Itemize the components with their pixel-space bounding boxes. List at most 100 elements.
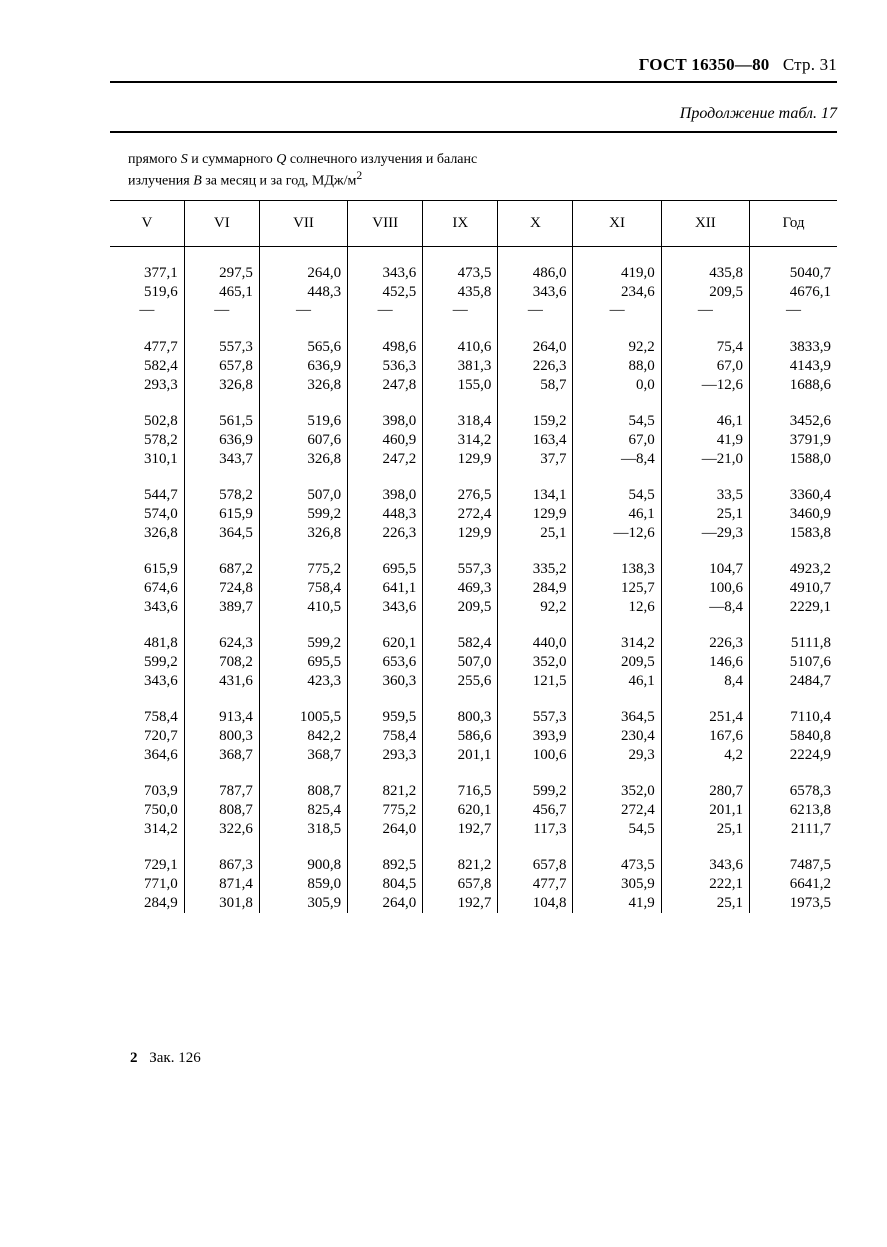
table-cell: 314,2 [423,431,498,450]
column-header: VIII [348,200,423,246]
table-cell: 867,3 [184,839,259,875]
table-cell: 2484,7 [750,672,837,691]
table-cell: 653,6 [348,653,423,672]
table-cell: 481,8 [110,617,184,653]
table-cell: 352,0 [573,765,661,801]
table-cell: 226,3 [498,357,573,376]
table-cell: 201,1 [661,801,749,820]
table-cell: 465,1 [184,283,259,302]
table-cell: 272,4 [423,505,498,524]
table-cell: 6213,8 [750,801,837,820]
table-cell: 54,5 [573,469,661,505]
table-cell: 159,2 [498,395,573,431]
table-cell: 3360,4 [750,469,837,505]
footer-number: 2 [130,1050,138,1066]
table-cell: 201,1 [423,746,498,765]
table-cell: 582,4 [423,617,498,653]
table-cell: 138,3 [573,543,661,579]
table-cell: 804,5 [348,875,423,894]
table-cell: 519,6 [259,395,347,431]
table-cell: 620,1 [348,617,423,653]
table-cell: 536,3 [348,357,423,376]
table-cell: 674,6 [110,579,184,598]
table-cell: 800,3 [423,691,498,727]
table-cell: 750,0 [110,801,184,820]
table-cell-dash: — [423,302,498,321]
table-cell: 314,2 [573,617,661,653]
table-continuation: Продолжение табл. 17 [110,105,837,123]
table-cell: 4676,1 [750,283,837,302]
table-cell: 3791,9 [750,431,837,450]
table-cell: 54,5 [573,820,661,839]
table-cell: —12,6 [661,376,749,395]
table-cell: 599,2 [110,653,184,672]
table-cell: 364,5 [573,691,661,727]
table-cell: 25,1 [661,505,749,524]
table-cell: 1688,6 [750,376,837,395]
table-cell: 578,2 [184,469,259,505]
table-cell: 7487,5 [750,839,837,875]
table-cell: 343,6 [110,672,184,691]
table-cell: 787,7 [184,765,259,801]
table-cell: 343,6 [661,839,749,875]
table-cell: 255,6 [423,672,498,691]
table-cell: 620,1 [423,801,498,820]
table-cell: 1583,8 [750,524,837,543]
table-cell: 305,9 [259,894,347,913]
table-cell: 92,2 [498,598,573,617]
table-cell: 121,5 [498,672,573,691]
table-cell: 431,6 [184,672,259,691]
table-cell: 364,6 [110,746,184,765]
table-cell: —12,6 [573,524,661,543]
table-cell: 368,7 [259,746,347,765]
table-cell: 389,7 [184,598,259,617]
table-cell: 264,0 [348,894,423,913]
table-cell: 41,9 [573,894,661,913]
table-cell: —29,3 [661,524,749,543]
table-cell: 636,9 [184,431,259,450]
table-cell: 624,3 [184,617,259,653]
table-cell: 477,7 [110,321,184,357]
table-cell: 7110,4 [750,691,837,727]
table-cell: 46,1 [573,672,661,691]
table-cell: 25,1 [661,894,749,913]
table-cell: 519,6 [110,283,184,302]
page-number: Стр. 31 [783,55,837,74]
table-cell: 435,8 [423,283,498,302]
table-cell: 578,2 [110,431,184,450]
table-cell: 557,3 [184,321,259,357]
table-cell: 129,9 [423,524,498,543]
table-cell: 410,6 [423,321,498,357]
table-cell: 8,4 [661,672,749,691]
table-cell: 326,8 [110,524,184,543]
table-cell: 398,0 [348,469,423,505]
table-cell-dash: — [498,302,573,321]
table-cell: 859,0 [259,875,347,894]
table-cell: 230,4 [573,727,661,746]
table-cell: 2111,7 [750,820,837,839]
table-cell: 821,2 [348,765,423,801]
table-cell-dash: — [750,302,837,321]
table-cell: 247,2 [348,450,423,469]
table-cell: 326,8 [184,376,259,395]
table-cell: 163,4 [498,431,573,450]
table-cell: 117,3 [498,820,573,839]
table-cell: 473,5 [573,839,661,875]
table-cell: 41,9 [661,431,749,450]
table-cell: 477,7 [498,875,573,894]
table-cell: 687,2 [184,543,259,579]
table-cell: 5840,8 [750,727,837,746]
table-cell: 959,5 [348,691,423,727]
table-cell: 368,7 [184,746,259,765]
table-cell: 4143,9 [750,357,837,376]
column-header: XI [573,200,661,246]
table-cell: 343,6 [110,598,184,617]
table-cell: 222,1 [661,875,749,894]
table-cell: 125,7 [573,579,661,598]
page-header: ГОСТ 16350—80 Стр. 31 [110,55,837,83]
table-cell: 67,0 [573,431,661,450]
table-cell: 557,3 [423,543,498,579]
table-cell: 209,5 [661,283,749,302]
table-cell: 775,2 [259,543,347,579]
table-cell: 192,7 [423,820,498,839]
